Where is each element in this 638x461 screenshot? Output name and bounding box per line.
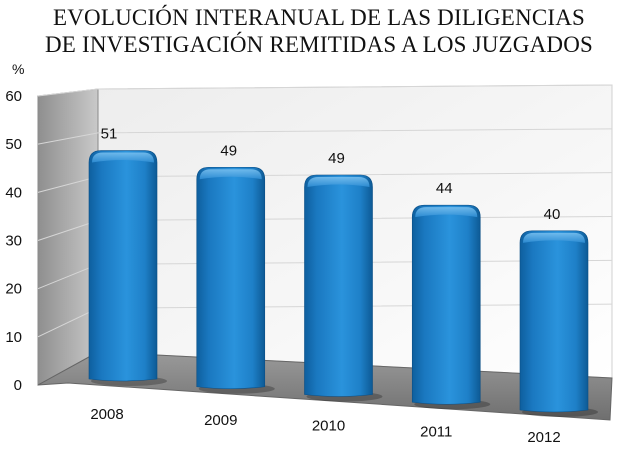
bar xyxy=(304,174,373,397)
bar-cap xyxy=(307,177,370,188)
x-category-label: 2009 xyxy=(204,412,237,429)
y-tick-label: 40 xyxy=(5,184,22,201)
y-tick-label: 50 xyxy=(5,136,22,153)
x-category-label: 2012 xyxy=(527,429,560,446)
chart-title-line-2: DE INVESTIGACIÓN REMITIDAS A LOS JUZGADO… xyxy=(44,32,594,57)
y-tick-label: 10 xyxy=(5,329,22,346)
bar xyxy=(411,204,481,405)
y-tick-label: 0 xyxy=(14,377,22,394)
data-label: 40 xyxy=(544,206,561,223)
chart-title: EVOLUCIÓN INTERANUAL DE LAS DILIGENCIAS … xyxy=(0,4,638,58)
y-tick-label: 60 xyxy=(5,88,22,105)
x-category-label: 2011 xyxy=(420,423,452,440)
y-axis-unit: % xyxy=(12,61,24,77)
bar-cap xyxy=(199,169,262,180)
bar xyxy=(519,230,589,413)
bar xyxy=(88,150,158,382)
gridline xyxy=(37,84,613,97)
data-label: 44 xyxy=(436,180,453,197)
chart-title-line-1: EVOLUCIÓN INTERANUAL DE LAS DILIGENCIAS xyxy=(52,5,586,30)
x-category-label: 2008 xyxy=(90,406,123,423)
data-label: 49 xyxy=(220,142,237,159)
bar-cap xyxy=(415,207,478,218)
x-category-label: 2010 xyxy=(312,418,345,435)
y-tick-label: 20 xyxy=(5,281,22,298)
gridline xyxy=(37,128,613,145)
data-label: 51 xyxy=(101,126,118,143)
bar-cap xyxy=(523,232,585,243)
data-label: 49 xyxy=(328,150,345,167)
bar-cap xyxy=(92,152,154,163)
y-tick-label: 30 xyxy=(5,233,22,250)
bar xyxy=(196,166,266,390)
